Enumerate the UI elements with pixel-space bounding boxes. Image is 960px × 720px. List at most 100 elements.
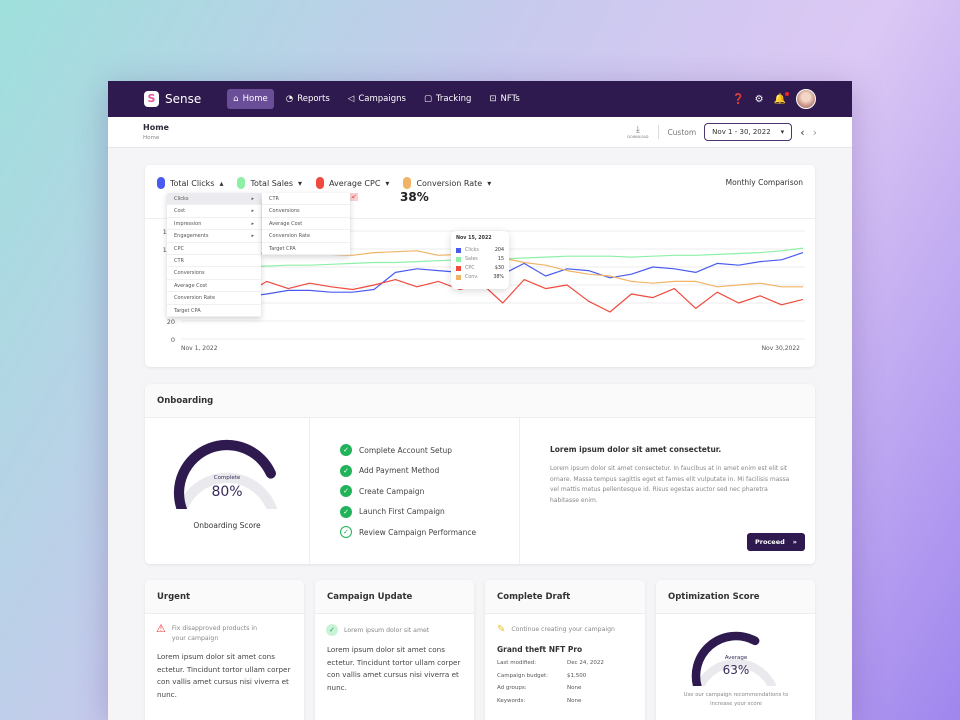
nav-campaigns[interactable]: ◁ Campaigns: [342, 89, 412, 109]
x-tick-start: Nov 1, 2022: [181, 345, 218, 352]
checklist-item[interactable]: ✓ Complete Account Setup: [340, 444, 476, 456]
logo[interactable]: S Sense: [144, 91, 201, 107]
urgent-body: Lorem ipsum dolor sit amet cons ectetur.…: [157, 652, 291, 699]
legend-swatch: [456, 248, 461, 253]
menu-item-cpc[interactable]: CPC: [167, 243, 261, 255]
series-dot: [157, 177, 165, 189]
campaign-update-card: Campaign Update ✓ Lorem ipsum dolor sit …: [315, 580, 474, 720]
proceed-label: Proceed: [755, 538, 785, 546]
draft-campaign-name: Grand theft NFT Pro: [497, 645, 583, 654]
megaphone-icon: ◁: [347, 94, 355, 104]
caret-down-icon: ▾: [487, 178, 492, 188]
bell-icon[interactable]: 🔔: [774, 91, 789, 105]
detail-key: Ad groups:: [497, 685, 527, 691]
draft-detail-row: Keywords: None: [497, 698, 633, 704]
update-note: Lorem ipsum dolor sit amet: [344, 626, 430, 634]
series-dot: [316, 177, 325, 189]
monthly-comparison-link[interactable]: Monthly Comparison: [725, 178, 803, 187]
avatar[interactable]: [796, 89, 816, 109]
download-button[interactable]: ⤓ DOWNLOAD: [627, 125, 660, 139]
checklist-item[interactable]: ✓ Add Payment Method: [340, 464, 476, 477]
breadcrumb[interactable]: Home: [143, 135, 160, 141]
menu-item-target-cpa[interactable]: Target CPA: [167, 305, 261, 317]
logo-icon: S: [144, 91, 159, 107]
urgent-card: Urgent ⚠ Fix disapproved products in you…: [145, 580, 304, 720]
nav-reports[interactable]: ◔ Reports: [280, 89, 336, 109]
help-icon[interactable]: ❓: [732, 93, 745, 105]
detail-value: $1,500: [567, 672, 587, 679]
checklist-item[interactable]: ✓ Launch First Campaign: [340, 505, 476, 518]
nav-label: Tracking: [435, 94, 472, 104]
metric-label: Average CPC: [329, 178, 381, 188]
submenu-item-label: Average Cost: [269, 220, 303, 227]
double-chevron-right-icon: »: [792, 538, 797, 546]
menu-item-conversion-rate[interactable]: Conversion Rate: [167, 292, 261, 305]
menu-item-label: Engagements: [174, 233, 209, 240]
prev-arrow-icon[interactable]: ‹: [800, 125, 805, 139]
app-window: S Sense ⌂ Home ◔ Reports ◁ Campaigns ▢ Tracki…: [108, 81, 852, 720]
checklist-item[interactable]: ✓ Review Campaign Performance: [340, 526, 476, 538]
date-range-select[interactable]: Nov 1 - 30, 2022 ▾: [704, 123, 793, 141]
submenu-item-label: Conversions: [269, 208, 300, 215]
draft-detail-row: Last modified: Dec 24, 2022: [497, 660, 633, 666]
proceed-button[interactable]: Proceed »: [747, 533, 805, 551]
draft-title: Complete Draft: [485, 580, 645, 614]
tooltip-date: Nov 15, 2022: [456, 236, 492, 241]
menu-item-impression[interactable]: Impression ▸: [167, 218, 261, 231]
menu-item-label: Impression: [174, 220, 202, 227]
nav-tracking[interactable]: ▢ Tracking: [418, 89, 477, 109]
draft-detail-row: Campaign budget: $1,500: [497, 673, 633, 679]
metric-total-clicks[interactable]: Total Clicks ▴: [157, 177, 223, 189]
next-arrow-icon[interactable]: ›: [812, 125, 817, 139]
checklist-label: Add Payment Method: [359, 466, 440, 475]
onboarding-body: Lorem ipsum dolor sit amet consectetur. …: [550, 465, 790, 504]
optimization-score-card: Optimization Score Average 63% Use our c…: [656, 580, 815, 720]
tooltip-row: Sales 15: [456, 257, 504, 262]
checklist-item[interactable]: ✓ Create Campaign: [340, 485, 476, 497]
optimization-title: Optimization Score: [656, 580, 815, 614]
check-circle-icon: ✓: [340, 505, 352, 518]
menu-item-cost[interactable]: Cost ▸: [167, 205, 261, 218]
urgent-alert[interactable]: Fix disapproved products in your campaig…: [171, 625, 258, 642]
submenu-item-target-cpa[interactable]: Target CPA: [262, 243, 350, 255]
metric-label: Conversion Rate: [416, 178, 483, 188]
metric-conversion-rate[interactable]: Conversion Rate ▾: [403, 177, 491, 189]
submenu-item-conversions[interactable]: Conversions: [262, 205, 350, 218]
submenu-item-average-cost[interactable]: Average Cost: [262, 218, 350, 231]
divider: [309, 418, 310, 564]
home-icon: ⌂: [233, 94, 239, 104]
detail-key: Campaign budget:: [497, 672, 549, 679]
tooltip-value: 204: [494, 248, 504, 253]
menu-item-average-cost[interactable]: Average Cost: [167, 280, 261, 293]
submenu-item-conversion-rate[interactable]: Conversion Rate: [262, 230, 350, 243]
onboarding-heading: Lorem ipsum dolor sit amet consectetur.: [550, 445, 722, 454]
page-header: Home Home ⤓ DOWNLOAD Custom Nov 1 - 30, 20…: [108, 117, 852, 148]
draft-note[interactable]: Continue creating your campaign: [511, 626, 615, 633]
gauge-label: Average: [724, 655, 748, 661]
onboarding-score-label: Onboarding Score: [193, 521, 261, 530]
conversion-rate-value: 38%: [400, 190, 429, 204]
gauge-fill: [173, 439, 276, 509]
submenu-item-ctr[interactable]: CTR: [262, 193, 350, 206]
menu-item-ctr[interactable]: CTR: [167, 255, 261, 268]
check-circle-icon: ✓: [340, 444, 352, 456]
detail-value: Dec 24, 2022: [567, 660, 604, 666]
onboarding-gauge: [173, 439, 278, 509]
menu-item-conversions[interactable]: Conversions: [167, 267, 261, 280]
detail-key: Keywords:: [497, 697, 526, 704]
nav-label: Campaigns: [358, 94, 406, 104]
complete-draft-card: Complete Draft ✎ Continue creating your …: [485, 580, 645, 720]
metric-average-cpc[interactable]: Average CPC ▾: [316, 177, 389, 189]
brand-name: Sense: [165, 92, 202, 106]
tooltip-label: Clicks: [465, 248, 479, 253]
onboarding-checklist: ✓ Complete Account Setup ✓ Add Payment Meth…: [340, 444, 476, 547]
menu-item-label: Conversions: [174, 270, 205, 277]
urgent-title: Urgent: [145, 580, 304, 614]
gear-icon[interactable]: ⚙: [754, 93, 764, 105]
menu-item-clicks[interactable]: Clicks ▸: [167, 193, 261, 206]
menu-item-engagements[interactable]: Engagements ▸: [167, 230, 261, 243]
nav-home[interactable]: ⌂ Home: [227, 89, 274, 109]
nav-nfts[interactable]: ⊡ NFTs: [483, 89, 525, 109]
collapse-arrow-icon[interactable]: ↙: [350, 193, 358, 201]
metric-total-sales[interactable]: Total Sales ▾: [237, 177, 302, 189]
